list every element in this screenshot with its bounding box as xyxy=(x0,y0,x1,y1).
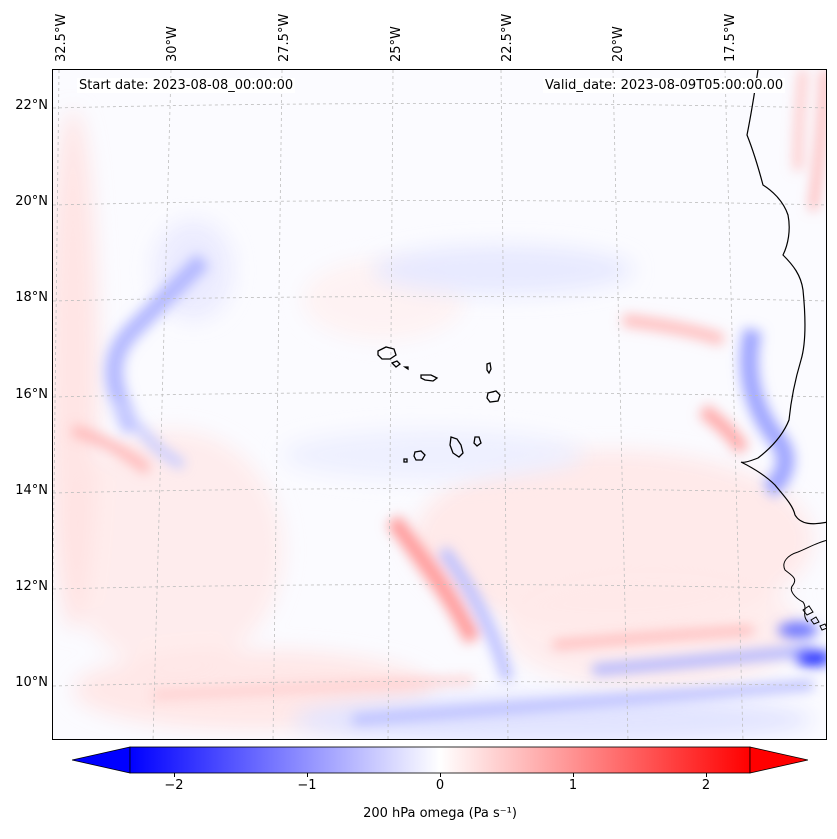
colorbar-tickmark xyxy=(706,773,707,777)
colorbar-tick-label: 0 xyxy=(435,778,445,793)
lat-label-22n: 22°N xyxy=(15,98,48,113)
cape-verde-islands xyxy=(377,346,501,463)
africa-coastline-south xyxy=(783,539,826,623)
lon-label-27-5w: 27.5°W xyxy=(277,13,292,62)
lon-label-25w: 25°W xyxy=(389,26,404,62)
africa-coastline xyxy=(740,70,826,525)
colorbar xyxy=(71,746,809,774)
sao-nicolau xyxy=(420,374,439,382)
colorbar-tick-label: −1 xyxy=(297,778,317,793)
omega-map[interactable] xyxy=(52,69,827,740)
lon-label-32-5w: 32.5°W xyxy=(54,13,69,62)
start-date-text: Start date: 2023-08-08_00:00:00 xyxy=(77,78,296,93)
santiago xyxy=(449,436,464,458)
lon-label-22-5w: 22.5°W xyxy=(500,13,515,62)
colorbar-tickmark xyxy=(307,773,308,777)
valid-date-text: Valid_date: 2023-08-09T05:00:00.00 xyxy=(543,78,786,93)
lat-label-12n: 12°N xyxy=(15,579,48,594)
lat-label-18n: 18°N xyxy=(15,290,48,305)
santa-luzia xyxy=(402,366,409,371)
lat-label-16n: 16°N xyxy=(15,387,48,402)
bijagos-islands xyxy=(802,605,826,631)
fogo xyxy=(413,450,426,461)
lat-label-10n: 10°N xyxy=(15,675,48,690)
maio xyxy=(473,436,482,447)
omega-features xyxy=(71,70,826,725)
colorbar-tick-label: 1 xyxy=(568,778,578,793)
colorbar-tickmark xyxy=(440,773,441,777)
colorbar-extend-max xyxy=(749,746,809,774)
lat-label-14n: 14°N xyxy=(15,483,48,498)
sao-vicente xyxy=(390,360,401,368)
colorbar-tick-label: −2 xyxy=(164,778,184,793)
sal xyxy=(486,362,492,375)
colorbar-label: 200 hPa omega (Pa s⁻¹) xyxy=(363,806,517,821)
omega-field-svg xyxy=(53,70,826,739)
lat-label-20n: 20°N xyxy=(15,194,48,209)
lon-label-17-5w: 17.5°W xyxy=(723,13,738,62)
colorbar-tickmark xyxy=(573,773,574,777)
colorbar-tickmark xyxy=(174,773,175,777)
colorbar-body xyxy=(129,746,751,774)
lon-label-20w: 20°W xyxy=(611,26,626,62)
boa-vista xyxy=(486,390,501,403)
brava xyxy=(403,458,408,463)
colorbar-extend-min xyxy=(71,746,131,774)
santo-antao xyxy=(377,346,397,360)
lon-label-30w: 30°W xyxy=(165,26,180,62)
colorbar-tick-label: 2 xyxy=(701,778,711,793)
graticule xyxy=(53,70,826,739)
